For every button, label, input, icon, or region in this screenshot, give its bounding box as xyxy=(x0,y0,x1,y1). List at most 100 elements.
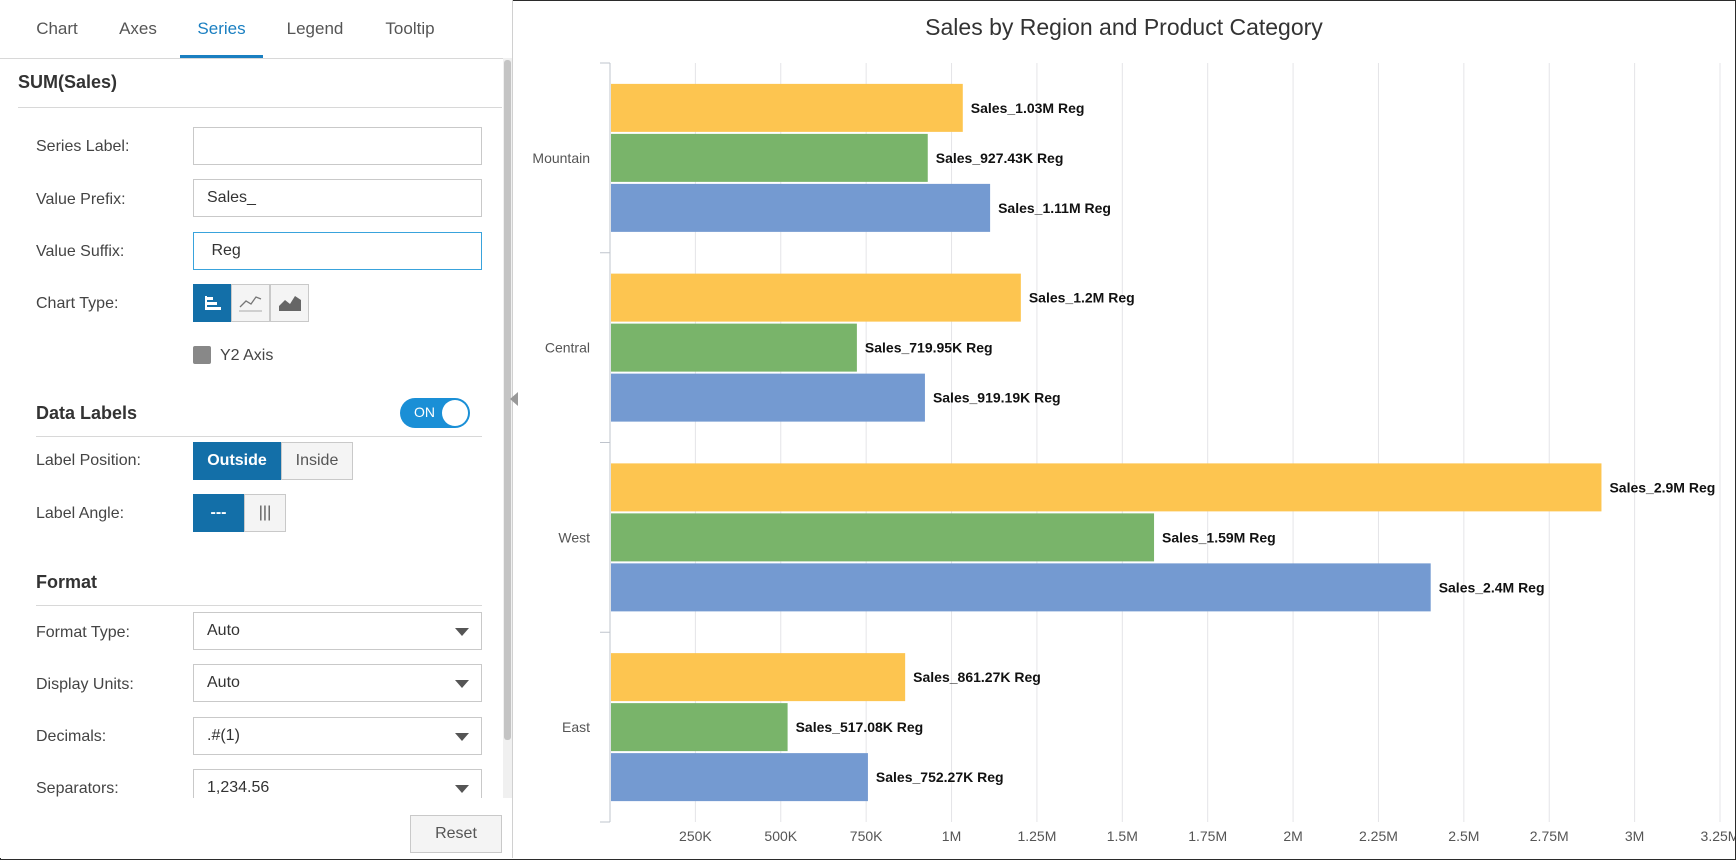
bar xyxy=(611,83,963,132)
x-tick-label: 3M xyxy=(1625,828,1644,844)
bar xyxy=(611,703,788,752)
display-units-select[interactable]: Auto xyxy=(193,664,482,702)
divider xyxy=(36,605,482,606)
x-tick-label: 1.5M xyxy=(1107,828,1138,844)
format-type-label: Format Type: xyxy=(36,624,130,641)
decimals-value: .#(1) xyxy=(207,727,240,744)
label-angle-horizontal[interactable]: --- xyxy=(193,494,244,532)
category-label: Mountain xyxy=(532,150,590,166)
separators-label: Separators: xyxy=(36,780,119,797)
chevron-down-icon xyxy=(455,628,469,636)
bar xyxy=(611,563,1431,612)
decimals-label: Decimals: xyxy=(36,728,107,745)
value-suffix-input[interactable]: Reg xyxy=(193,232,482,270)
bar xyxy=(611,653,906,702)
x-tick-label: 2.75M xyxy=(1530,828,1569,844)
x-tick-label: 500K xyxy=(764,828,797,844)
bar xyxy=(611,753,868,802)
value-prefix-label: Value Prefix: xyxy=(36,191,126,208)
line-chart-type-button[interactable] xyxy=(231,284,270,322)
scrollbar-thumb[interactable] xyxy=(504,60,511,740)
data-label: Sales_719.95K Reg xyxy=(865,340,993,356)
settings-panel: Chart Axes Series Legend Tooltip SUM(Sal… xyxy=(0,0,513,858)
category-label: East xyxy=(562,719,590,735)
label-position-outside[interactable]: Outside xyxy=(193,442,281,480)
bar xyxy=(611,273,1021,322)
divider xyxy=(18,107,502,108)
x-tick-label: 1.25M xyxy=(1017,828,1056,844)
bar-chart: Mountain Central West East Sales_1.03M Reg Sa… xyxy=(532,62,1735,844)
series-label-input[interactable] xyxy=(193,127,482,165)
divider xyxy=(36,436,482,437)
format-type-select[interactable]: Auto xyxy=(193,612,482,650)
bar xyxy=(611,183,991,232)
format-type-value: Auto xyxy=(207,622,240,639)
x-tick-label: 3.25M xyxy=(1701,828,1735,844)
tab-series[interactable]: Series xyxy=(180,0,263,58)
bar xyxy=(611,513,1155,562)
format-title: Format xyxy=(36,572,98,592)
data-label: Sales_1.11M Reg xyxy=(998,200,1111,216)
label-position-label: Label Position: xyxy=(36,452,141,469)
bar xyxy=(611,133,928,182)
bar xyxy=(611,373,925,422)
data-label: Sales_1.2M Reg xyxy=(1029,290,1135,306)
separators-value: 1,234.56 xyxy=(207,779,270,796)
data-label: Sales_861.27K Reg xyxy=(913,669,1041,685)
panel-scrollbar[interactable] xyxy=(503,58,512,798)
label-angle-vertical[interactable]: ||| xyxy=(244,494,286,532)
x-tick-label: 750K xyxy=(850,828,883,844)
y2-axis-checkbox[interactable] xyxy=(193,346,211,364)
bar xyxy=(611,323,857,372)
toggle-knob xyxy=(442,400,468,426)
chevron-down-icon xyxy=(455,785,469,793)
x-tick-label: 1.75M xyxy=(1188,828,1227,844)
y2-axis-label: Y2 Axis xyxy=(220,347,274,364)
area-chart-icon xyxy=(279,296,301,311)
category-label: West xyxy=(558,529,590,545)
tab-legend[interactable]: Legend xyxy=(286,19,344,38)
data-label: Sales_2.4M Reg xyxy=(1439,579,1545,595)
value-suffix-label: Value Suffix: xyxy=(36,243,125,260)
line-chart-icon xyxy=(239,296,262,312)
series-title: SUM(Sales) xyxy=(18,72,118,92)
data-label: Sales_517.08K Reg xyxy=(796,719,924,735)
bar xyxy=(611,463,1602,512)
label-angle-label: Label Angle: xyxy=(36,505,125,522)
x-tick-label: 2.5M xyxy=(1448,828,1479,844)
series-label-label: Series Label: xyxy=(36,138,130,155)
x-tick-label: 250K xyxy=(679,828,712,844)
settings-tabs: Chart Axes Series Legend Tooltip xyxy=(0,0,511,59)
clipped-row: Separators: 1,234.56 xyxy=(0,760,503,798)
chart-title: Sales by Region and Product Category xyxy=(925,14,1323,40)
x-tick-label: 1M xyxy=(942,828,961,844)
data-label: Sales_752.27K Reg xyxy=(876,769,1004,785)
data-label: Sales_2.9M Reg xyxy=(1609,479,1715,495)
collapse-panel-icon[interactable] xyxy=(510,392,518,406)
chevron-down-icon xyxy=(455,733,469,741)
separators-select[interactable]: 1,234.56 xyxy=(193,769,482,798)
decimals-select[interactable]: .#(1) xyxy=(193,717,482,755)
label-position-inside[interactable]: Inside xyxy=(281,442,353,480)
data-label: Sales_1.59M Reg xyxy=(1162,529,1276,545)
area-chart-type-button[interactable] xyxy=(270,284,309,322)
data-label: Sales_927.43K Reg xyxy=(936,150,1064,166)
bar-chart-type-button[interactable] xyxy=(193,284,232,322)
display-units-label: Display Units: xyxy=(36,676,134,693)
reset-button[interactable]: Reset xyxy=(410,815,502,853)
data-label: Sales_919.19K Reg xyxy=(933,390,1061,406)
bar-chart-icon xyxy=(205,296,221,310)
tab-axes[interactable]: Axes xyxy=(119,19,157,38)
x-tick-label: 2.25M xyxy=(1359,828,1398,844)
tab-chart[interactable]: Chart xyxy=(36,19,78,38)
data-labels-toggle[interactable]: ON xyxy=(400,398,470,428)
display-units-value: Auto xyxy=(207,674,240,691)
tab-tooltip[interactable]: Tooltip xyxy=(385,19,435,38)
toggle-state: ON xyxy=(414,404,435,420)
data-label: Sales_1.03M Reg xyxy=(971,100,1085,116)
data-labels-title: Data Labels xyxy=(36,403,138,423)
chart-type-label: Chart Type: xyxy=(36,295,119,312)
chevron-down-icon xyxy=(455,680,469,688)
value-prefix-input[interactable]: Sales_ xyxy=(193,179,482,217)
category-label: Central xyxy=(545,340,590,356)
